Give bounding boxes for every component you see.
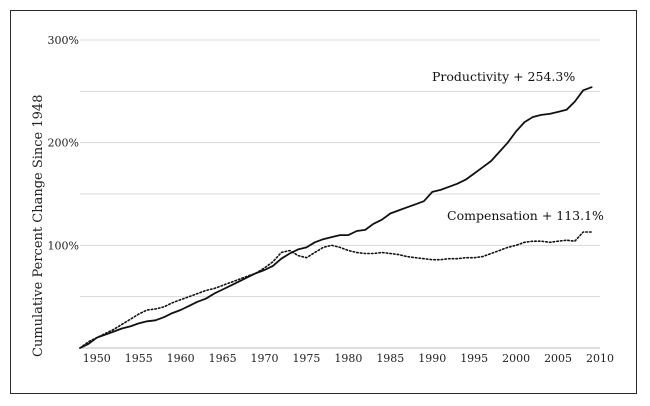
y-axis-tick-labels: 100% 200% 300% (48, 34, 79, 252)
x-tick-label: 1970 (251, 352, 279, 365)
x-axis-tick-labels: 1950 1955 1960 1965 1970 1975 1980 1985 1990 1995… (83, 352, 614, 365)
x-tick-label: 1980 (334, 352, 362, 365)
y-tick-label: 300% (48, 34, 79, 47)
x-tick-label: 1990 (418, 352, 446, 365)
x-tick-label: 1955 (125, 352, 153, 365)
x-tick-label: 1960 (167, 352, 195, 365)
x-tick-label: 1995 (460, 352, 488, 365)
compensation-annotation: Compensation + 113.1% (447, 208, 604, 223)
x-tick-label: 2010 (586, 352, 614, 365)
x-tick-label: 1985 (376, 352, 404, 365)
series-lines (79, 86, 593, 349)
y-tick-label: 100% (48, 239, 79, 252)
y-axis-label: Cumulative Percent Change Since 1948 (31, 95, 46, 357)
compensation-line (79, 231, 593, 349)
x-tick-label: 1950 (83, 352, 111, 365)
productivity-annotation: Productivity + 254.3% (432, 69, 575, 84)
x-tick-label: 2000 (502, 352, 530, 365)
x-tick-label: 1975 (292, 352, 320, 365)
x-tick-label: 1965 (209, 352, 237, 365)
chart-frame (10, 10, 637, 394)
gridlines (80, 39, 600, 349)
productivity-line (79, 86, 593, 349)
x-tick-label: 2005 (544, 352, 572, 365)
y-tick-label: 200% (48, 137, 79, 150)
